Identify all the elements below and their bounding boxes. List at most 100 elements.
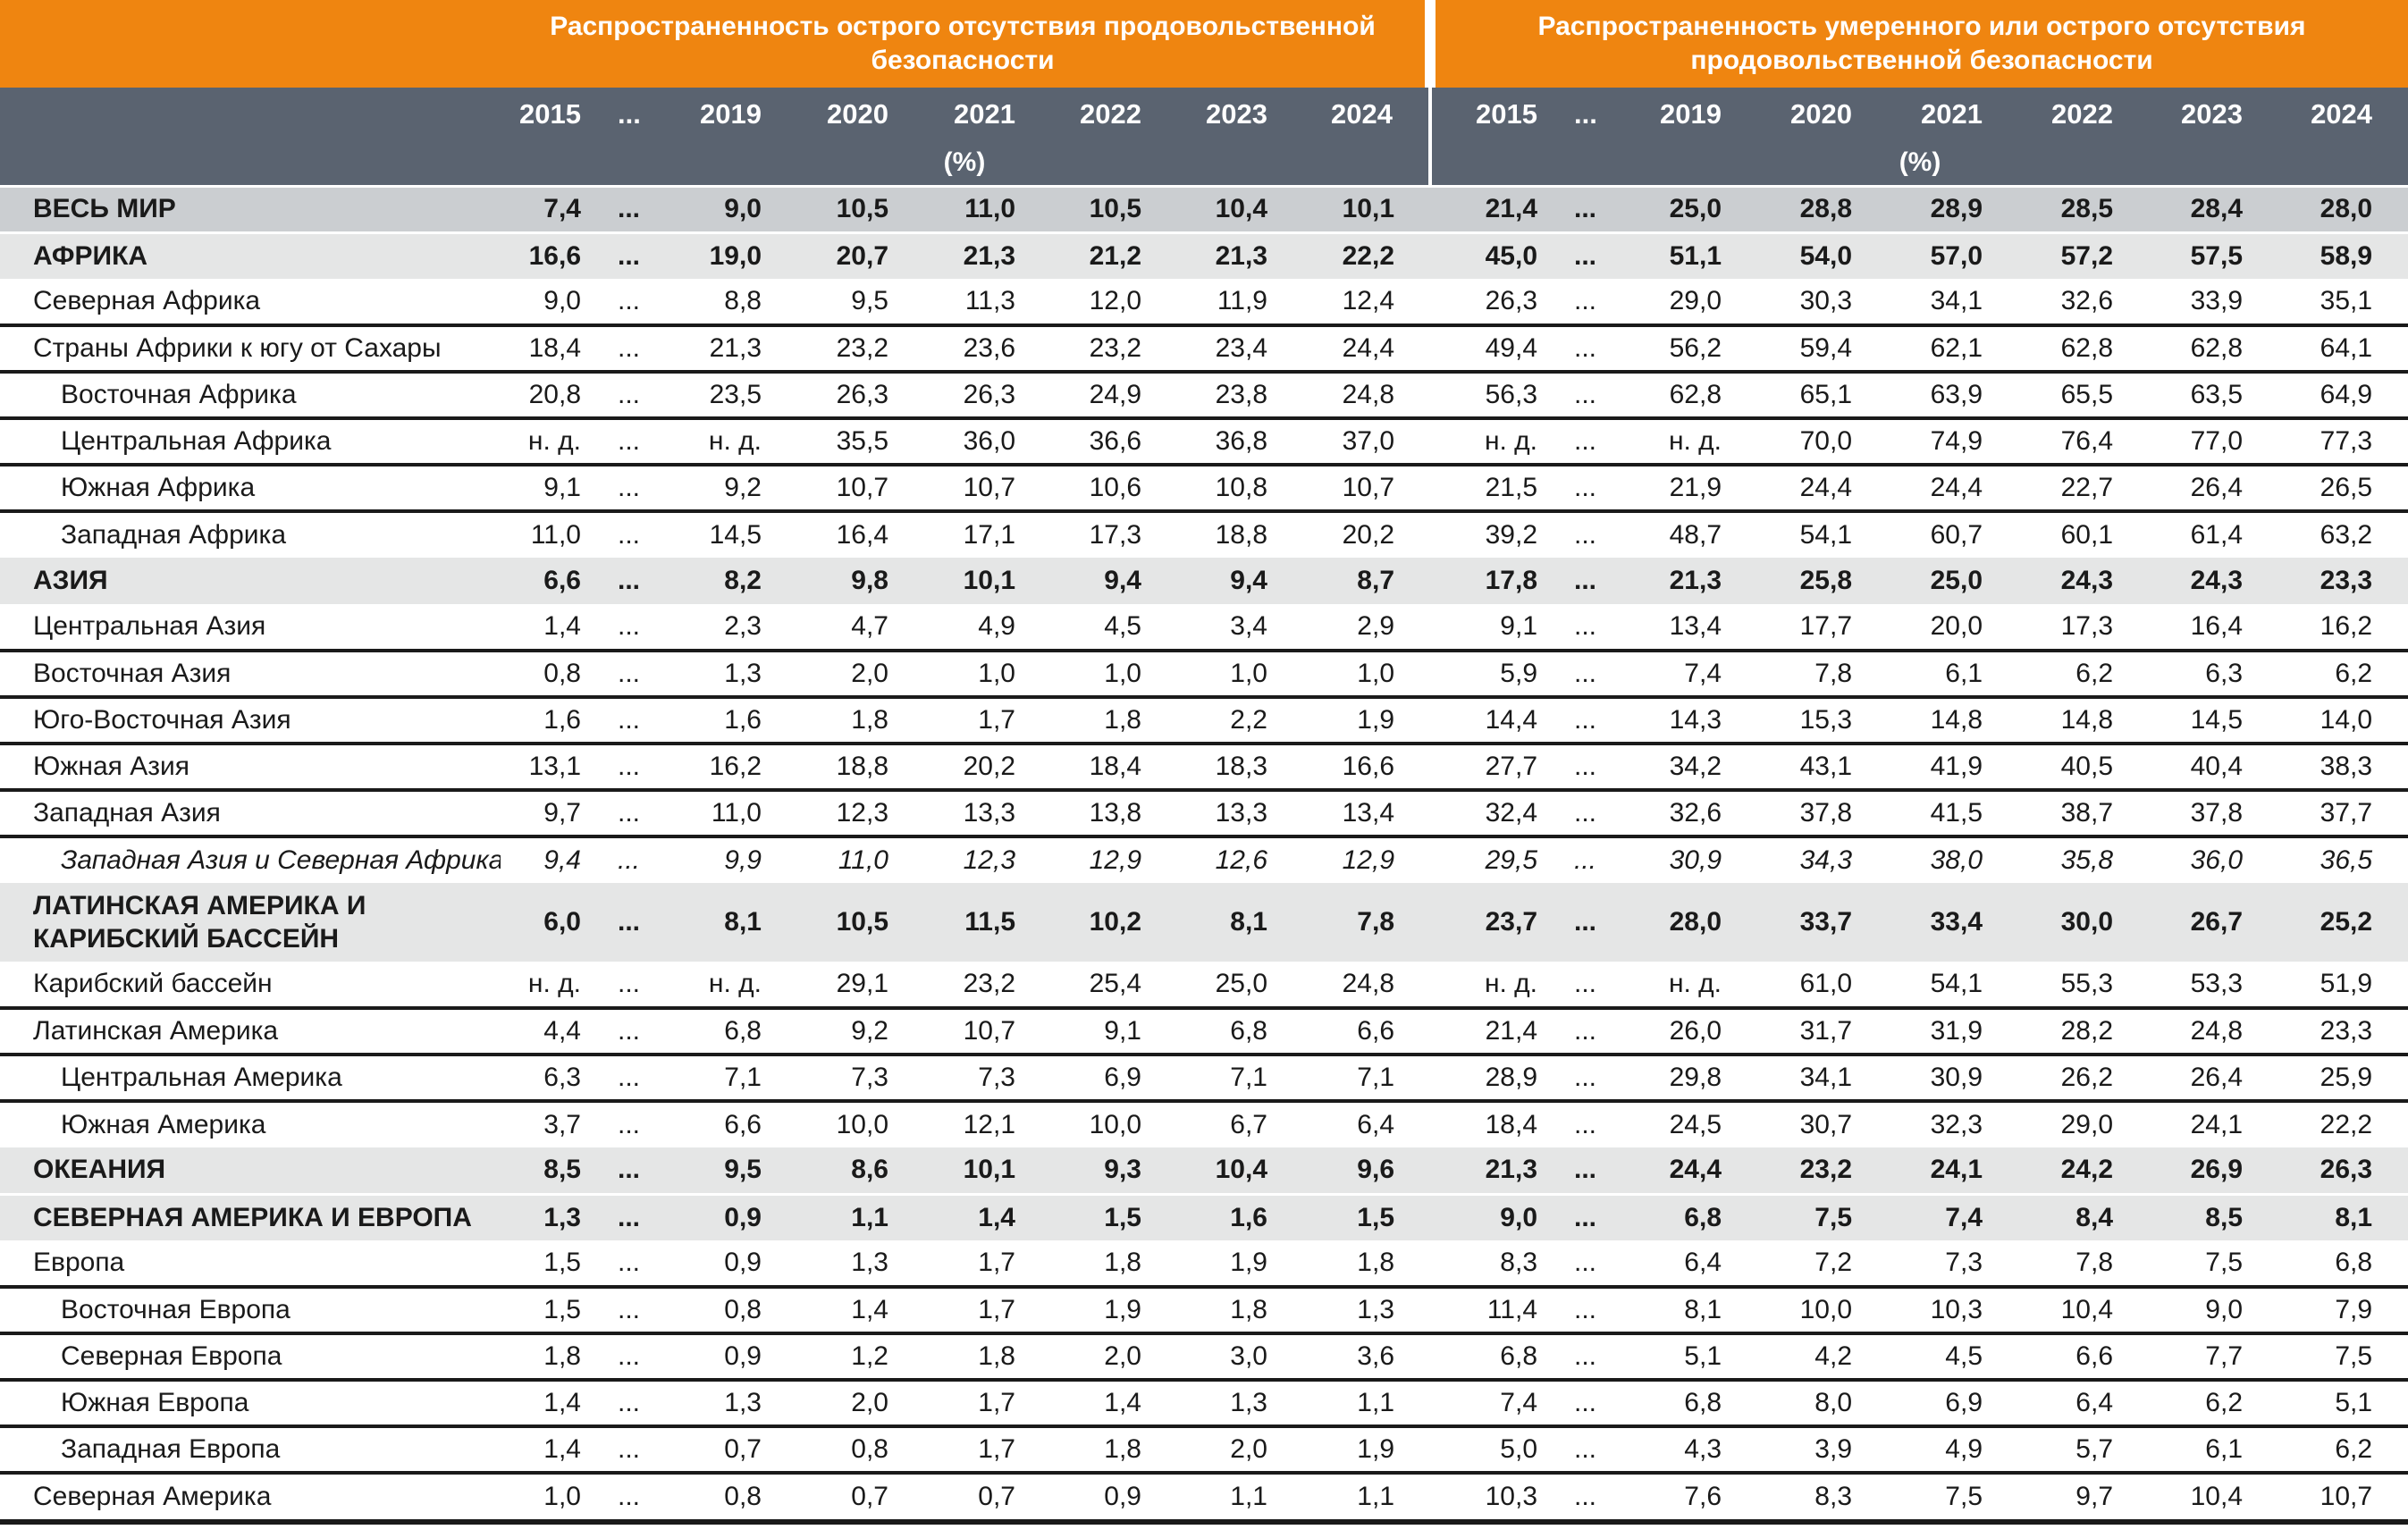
year-header-2015: 2015	[501, 88, 617, 141]
table-row: Центральная Азия 1,4... 2,3 4,7 4,9 4,5 3,4 2,9…	[0, 604, 2408, 651]
value-cell: 0,7	[797, 1471, 924, 1519]
row-label: Восточная Азия	[0, 649, 501, 697]
value-cell: 11,4	[1430, 1285, 1574, 1333]
value-cell: 33,7	[1757, 883, 1889, 962]
value-cell: ...	[1573, 324, 1628, 372]
value-cell: 0,9	[670, 1192, 797, 1240]
value-cell: 11,3	[964, 286, 1015, 315]
value-cell: 7,4	[1627, 649, 1758, 697]
table-row: Европа 1,5... 0,9 1,3 1,7 1,8 1,9 1,8 8,3... 6,4 7…	[0, 1240, 2408, 1287]
value-cell: 33,9	[2190, 286, 2244, 315]
value-cell: 9,1	[1051, 1006, 1177, 1055]
value-cell: 11,9	[1217, 286, 1267, 315]
value-cell: 9,2	[797, 1006, 924, 1055]
value-cell: 7,8	[1757, 649, 1889, 697]
value-cell: 1,8	[1177, 1285, 1303, 1333]
value-cell: ...	[618, 969, 641, 998]
value-cell: 28,4	[2149, 184, 2279, 232]
value-cell: 58,9	[2278, 231, 2408, 279]
value-cell: ...	[617, 649, 670, 697]
value-cell: 7,4	[1888, 1192, 2019, 1240]
year-header-2023: 2023	[1177, 88, 1303, 141]
value-cell: ...	[1573, 370, 1628, 418]
value-cell: 53,3	[2190, 969, 2244, 998]
value-cell: ...	[617, 1471, 670, 1519]
value-cell: 23,7	[1430, 883, 1574, 962]
value-cell: 63,5	[2149, 370, 2279, 418]
value-cell: 12,9	[1303, 835, 1431, 883]
value-cell: 24,8	[1342, 969, 1395, 998]
value-cell: 6,3	[2149, 649, 2279, 697]
value-cell: 9,4	[1177, 558, 1303, 604]
value-cell: 18,4	[501, 324, 617, 372]
row-label: Центральная Азия	[33, 611, 266, 641]
value-cell: 7,1	[1177, 1053, 1303, 1101]
value-cell: 1,5	[543, 1248, 581, 1277]
value-cell: 8,7	[1303, 558, 1431, 604]
value-cell: 10,1	[924, 558, 1051, 604]
value-cell: ...	[1573, 184, 1628, 232]
row-label: Южная Европа	[0, 1378, 501, 1426]
table-row: Центральная Африка н. д.... н. д. 35,5 36,0 3…	[0, 416, 2408, 465]
value-cell: 28,0	[1627, 883, 1758, 962]
table-row: АЗИЯ 6,6... 8,2 9,8 10,1 9,4 9,4 8,7 17,8... 21,3…	[0, 558, 2408, 604]
value-cell: 11,0	[924, 184, 1051, 232]
value-cell: 9,4	[1051, 558, 1177, 604]
row-label: Южная Азия	[0, 742, 501, 790]
value-cell: 6,8	[1627, 1378, 1758, 1426]
value-cell: 12,0	[1089, 286, 1141, 315]
value-cell: 62,1	[1888, 324, 2019, 372]
value-cell: 34,1	[1930, 286, 1983, 315]
value-cell: 48,7	[1627, 509, 1758, 558]
value-cell: 13,4	[1669, 611, 1722, 641]
value-cell: 24,4	[1627, 1147, 1758, 1194]
value-cell: 45,0	[1430, 231, 1574, 279]
value-cell: н. д.	[670, 416, 797, 465]
value-cell: 11,0	[501, 509, 617, 558]
row-label: Восточная Европа	[0, 1285, 501, 1333]
value-cell: 6,2	[2278, 649, 2408, 697]
value-cell: 1,8	[1104, 1248, 1141, 1277]
value-cell: 10,7	[2278, 1471, 2408, 1519]
row-label: Западная Азия и Северная Африка	[0, 835, 501, 883]
value-cell: 24,9	[1051, 370, 1177, 418]
table-row: Юго-Восточная Азия 1,6... 1,6 1,8 1,7 1,8 2,2 1…	[0, 695, 2408, 744]
value-cell: 10,1	[1303, 184, 1431, 232]
value-cell: 23,3	[2278, 558, 2408, 604]
value-cell: 24,8	[2149, 1006, 2279, 1055]
value-cell: 7,5	[1888, 1471, 2019, 1519]
value-cell: 14,8	[1888, 695, 2019, 744]
value-cell: ...	[1574, 1248, 1597, 1277]
value-cell: 6,8	[1627, 1192, 1758, 1240]
value-cell: 8,8	[724, 286, 762, 315]
unit-label-left: (%)	[501, 141, 1431, 186]
value-cell: 23,6	[924, 324, 1051, 372]
value-cell: 18,8	[1177, 509, 1303, 558]
value-cell: 6,3	[501, 1053, 617, 1101]
value-cell: 2,0	[797, 1378, 924, 1426]
year-header-2022: 2022	[2018, 88, 2150, 141]
value-cell: 1,4	[501, 1378, 617, 1426]
table-row: Южная Европа 1,4... 1,3 2,0 1,7 1,4 1,3 1,1 7,4.…	[0, 1378, 2408, 1426]
value-cell: 43,1	[1757, 742, 1889, 790]
value-cell: 7,5	[2205, 1248, 2244, 1277]
value-cell: 34,2	[1627, 742, 1758, 790]
value-cell: 21,4	[1430, 1006, 1574, 1055]
value-cell: 1,6	[670, 695, 797, 744]
left-section-header: Распространенность острого отсутствия пр…	[0, 0, 1431, 88]
year-header-2022: 2022	[1051, 88, 1177, 141]
value-cell: 5,1	[1627, 1332, 1758, 1380]
value-cell: 7,4	[501, 184, 617, 232]
value-cell: 6,9	[1051, 1053, 1177, 1101]
value-cell: 8,1	[1627, 1285, 1758, 1333]
table-row: Восточная Европа 1,5... 0,8 1,4 1,7 1,9 1,8 1,3…	[0, 1285, 2408, 1333]
value-cell: 25,4	[1089, 969, 1141, 998]
bottom-rule-bar	[0, 1519, 2408, 1525]
value-cell: 25,0	[1215, 969, 1267, 998]
value-cell: 7,3	[1945, 1248, 1983, 1277]
value-cell: ...	[617, 742, 670, 790]
year-header-2021: 2021	[1888, 88, 2019, 141]
value-cell: 0,8	[501, 649, 617, 697]
value-cell: 28,9	[1888, 184, 2019, 232]
value-cell: 9,0	[543, 286, 581, 315]
